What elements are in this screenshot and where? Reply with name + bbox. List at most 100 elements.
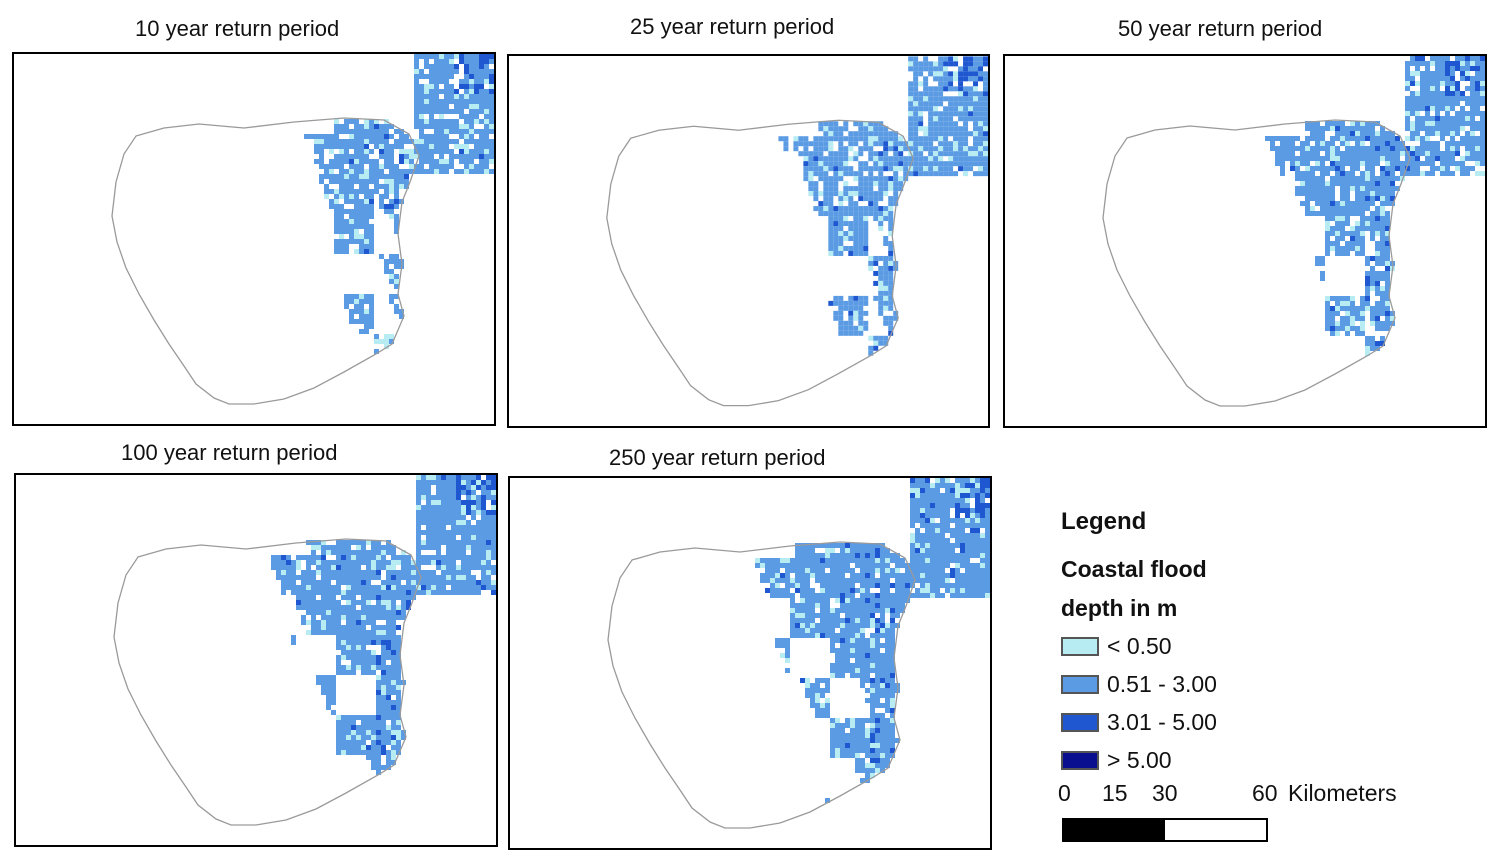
flood-cell <box>858 121 864 127</box>
flood-cell <box>863 141 869 147</box>
flood-cell <box>439 64 444 69</box>
flood-cell <box>913 116 919 122</box>
flood-cell <box>915 488 920 493</box>
flood-cell <box>1280 151 1285 156</box>
flood-cell <box>291 565 296 570</box>
flood-cell <box>471 540 476 545</box>
flood-cell <box>855 733 860 738</box>
flood-cell <box>838 176 844 182</box>
flood-cell <box>394 164 399 169</box>
flood-cell <box>1470 126 1475 131</box>
flood-cell <box>349 179 354 184</box>
flood-cell <box>1380 221 1385 226</box>
flood-cell <box>1465 96 1470 101</box>
flood-map-50yr <box>1003 54 1487 428</box>
map-legend: Legend Coastal flood depth in m < 0.50 0… <box>1058 506 1458 846</box>
flood-cell <box>815 698 820 703</box>
flood-cell <box>386 640 391 645</box>
flood-cell <box>376 710 381 715</box>
flood-cell <box>419 84 424 89</box>
flood-cell <box>1480 146 1485 151</box>
flood-cell <box>910 593 915 598</box>
flood-cell <box>968 66 974 72</box>
flood-cell <box>963 96 969 102</box>
flood-cell <box>845 563 850 568</box>
flood-cell <box>980 508 985 513</box>
flood-cell <box>374 169 379 174</box>
flood-cell <box>1380 311 1385 316</box>
flood-cell <box>366 615 371 620</box>
flood-cell <box>885 578 890 583</box>
flood-cell <box>369 174 374 179</box>
flood-cell <box>808 181 814 187</box>
flood-cell <box>361 585 366 590</box>
flood-cell <box>790 628 795 633</box>
flood-cell <box>1325 326 1330 331</box>
flood-cell <box>890 653 895 658</box>
flood-cell <box>354 309 359 314</box>
legend-swatch-very-deep <box>1061 751 1099 770</box>
flood-cell <box>975 508 980 513</box>
flood-cell <box>943 106 949 112</box>
flood-cell <box>429 89 434 94</box>
flood-cell <box>386 625 391 630</box>
flood-cell <box>386 610 391 615</box>
flood-cell <box>446 475 451 480</box>
flood-cell <box>820 563 825 568</box>
flood-cell <box>356 630 361 635</box>
flood-cell <box>810 628 815 633</box>
flood-cell <box>880 738 885 743</box>
flood-cell <box>945 563 950 568</box>
flood-cell <box>1480 151 1485 156</box>
flood-cell <box>923 106 929 112</box>
flood-cell <box>451 485 456 490</box>
flood-cell <box>1340 316 1345 321</box>
flood-cell <box>845 648 850 653</box>
flood-cell <box>915 548 920 553</box>
flood-cell <box>880 658 885 663</box>
flood-cell <box>399 149 404 154</box>
flood-cell <box>893 151 899 157</box>
flood-cell <box>1425 76 1430 81</box>
flood-cell <box>416 585 421 590</box>
flood-cell <box>486 475 491 480</box>
flood-cell <box>875 718 880 723</box>
flood-cell <box>434 99 439 104</box>
flood-cell <box>985 508 990 513</box>
flood-cell <box>1445 151 1450 156</box>
flood-cell <box>381 565 386 570</box>
flood-cell <box>958 161 964 167</box>
flood-cell <box>955 573 960 578</box>
flood-cell <box>875 603 880 608</box>
flood-cell <box>910 568 915 573</box>
flood-cell <box>860 653 865 658</box>
flood-cell <box>968 56 974 62</box>
flood-cell <box>980 553 985 558</box>
flood-cell <box>474 99 479 104</box>
flood-cell <box>349 309 354 314</box>
flood-cell <box>1330 196 1335 201</box>
flood-cell <box>339 149 344 154</box>
flood-cell <box>1470 121 1475 126</box>
flood-cell <box>431 480 436 485</box>
flood-cell <box>965 558 970 563</box>
flood-cell <box>486 515 491 520</box>
flood-cell <box>855 753 860 758</box>
flood-cell <box>429 134 434 139</box>
flood-cell <box>1425 81 1430 86</box>
flood-cell <box>858 211 864 217</box>
flood-cell <box>853 121 859 127</box>
flood-cell <box>1465 101 1470 106</box>
flood-cell <box>1365 261 1370 266</box>
flood-cell <box>1325 226 1330 231</box>
flood-cell <box>1340 191 1345 196</box>
flood-cell <box>785 648 790 653</box>
flood-cell <box>955 578 960 583</box>
flood-cell <box>855 653 860 658</box>
flood-cell <box>835 578 840 583</box>
flood-cell <box>346 720 351 725</box>
flood-cell <box>760 558 765 563</box>
flood-cell <box>474 74 479 79</box>
flood-cell <box>838 241 844 246</box>
flood-cell <box>339 194 344 199</box>
